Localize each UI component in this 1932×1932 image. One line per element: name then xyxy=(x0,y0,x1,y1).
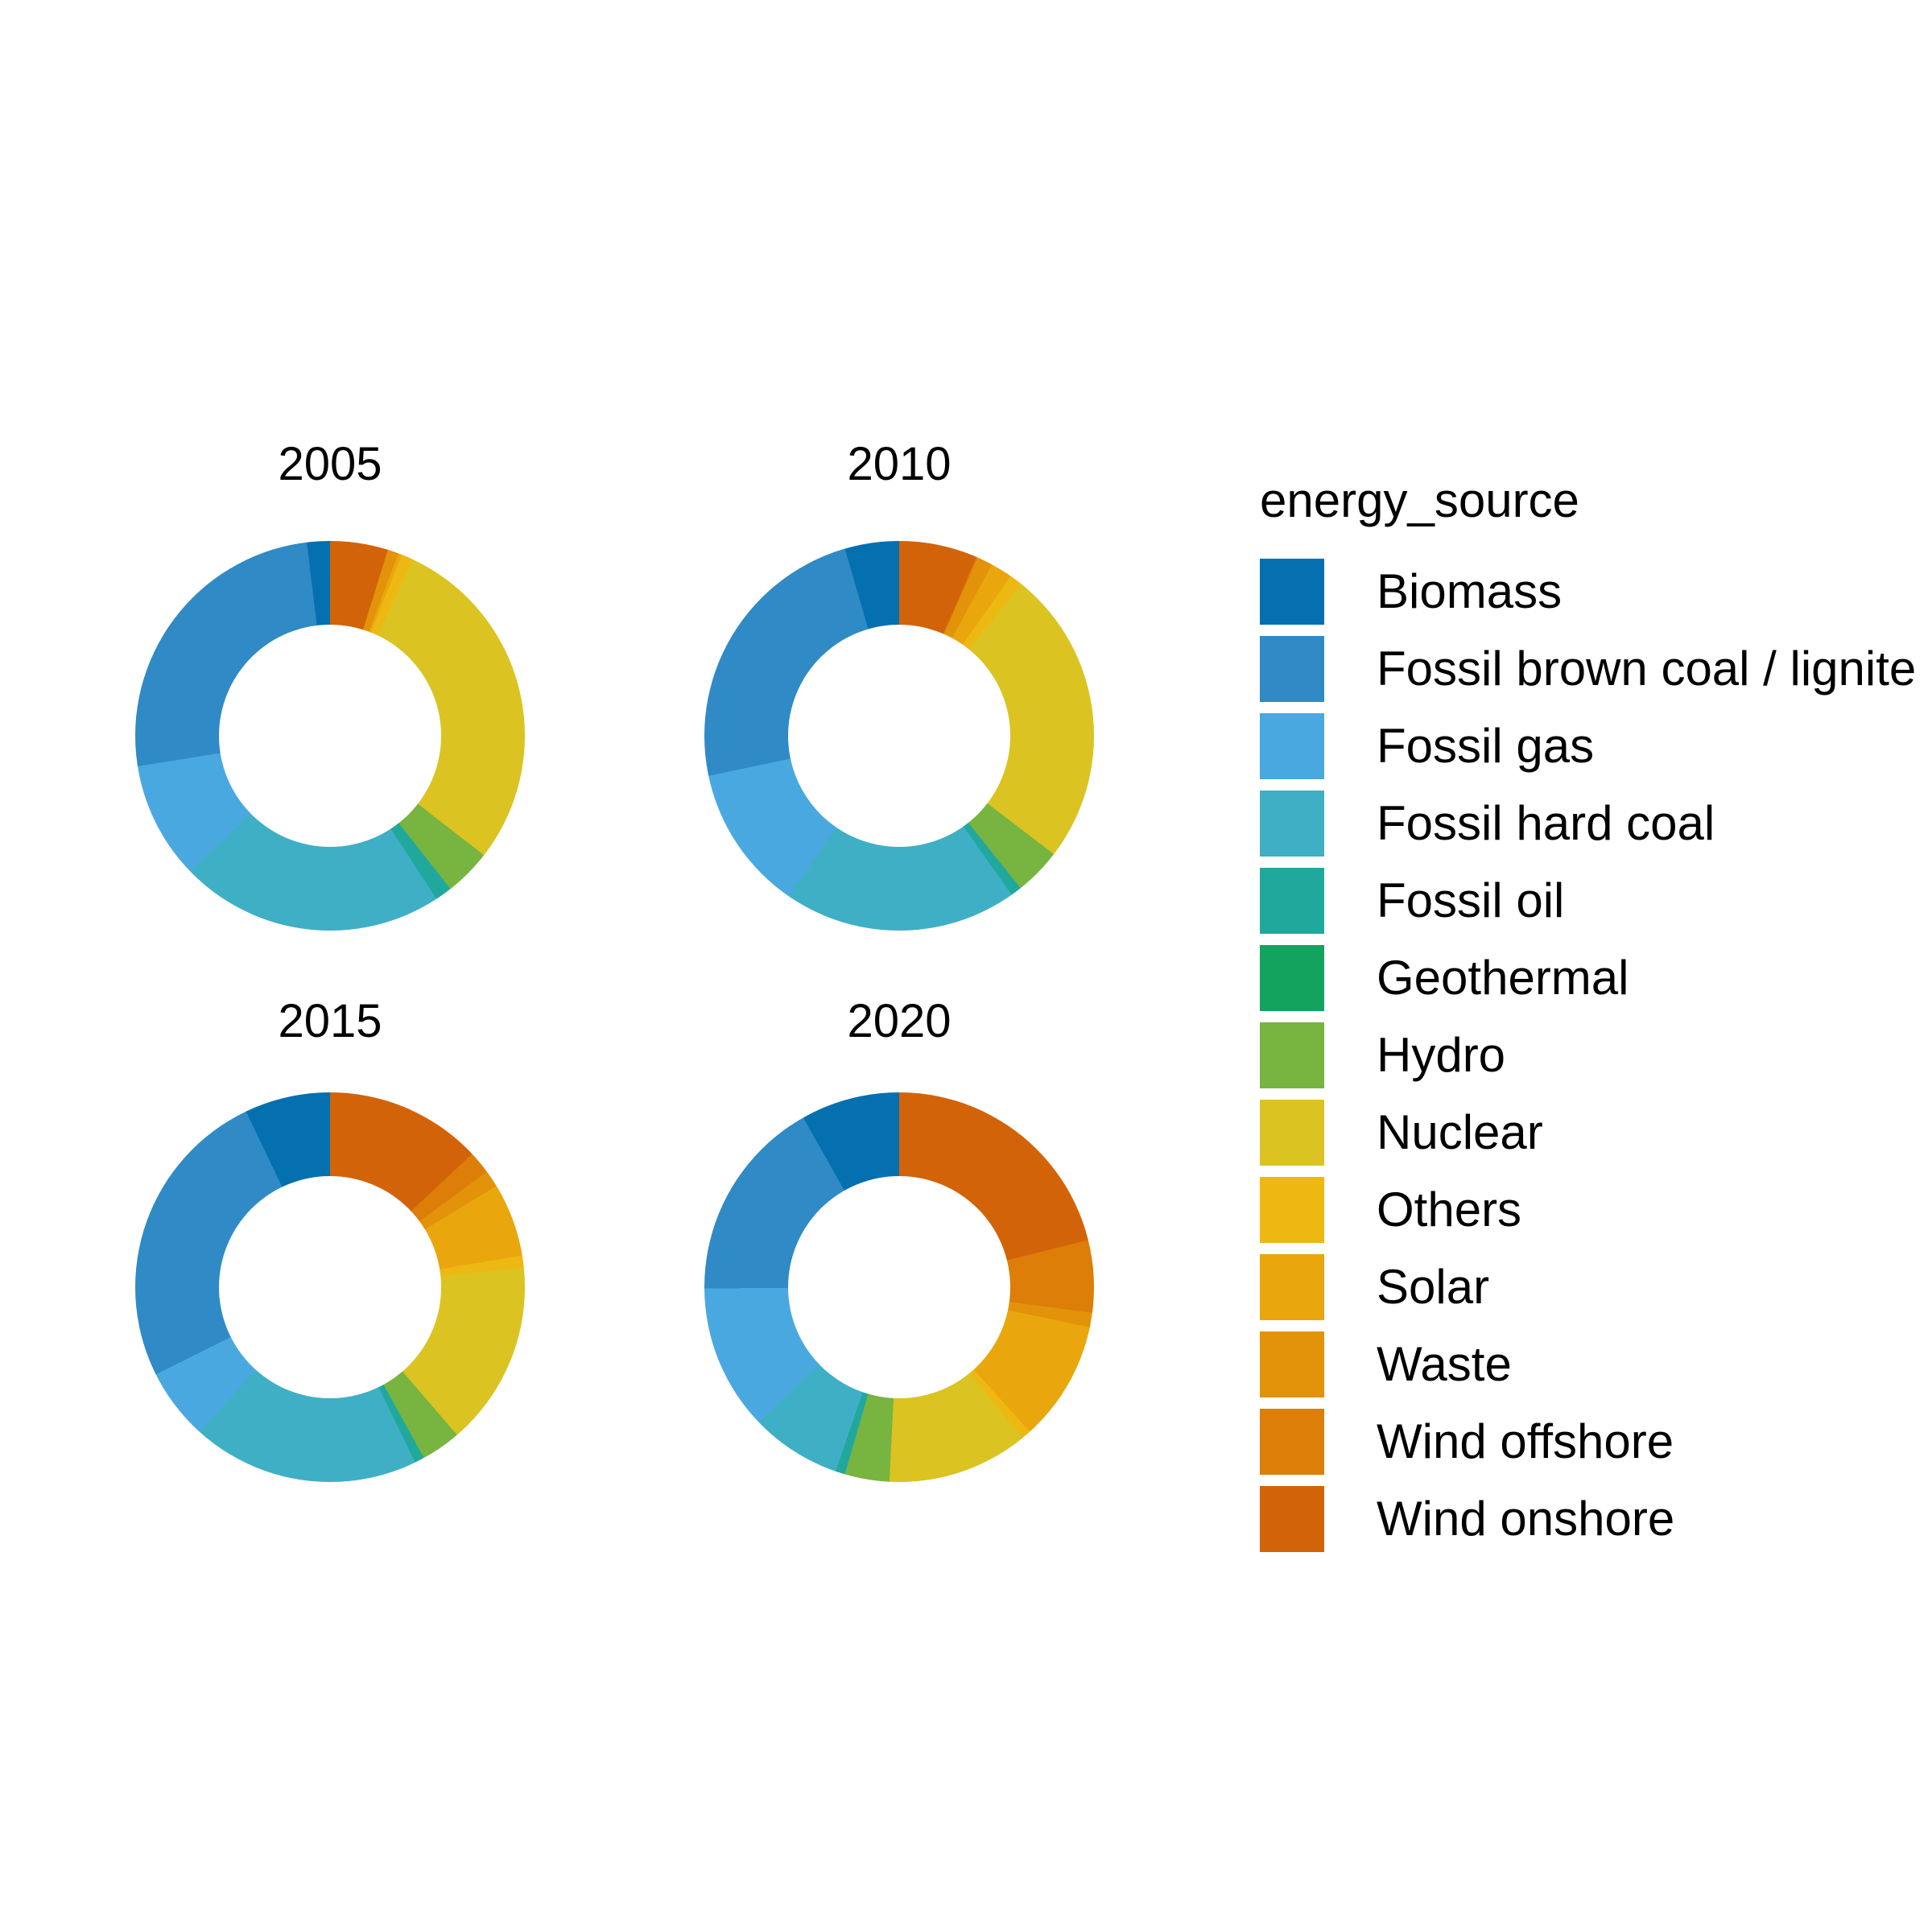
legend-item-label: Geothermal xyxy=(1377,951,1629,1005)
legend-item: Biomass xyxy=(1260,559,1920,625)
donut-hole xyxy=(788,625,1010,847)
legend-title: energy_source xyxy=(1260,473,1579,527)
legend-key-swatch xyxy=(1260,945,1324,1011)
legend-key-swatch xyxy=(1260,1254,1324,1320)
legend-item-label: Hydro xyxy=(1377,1028,1506,1082)
donut-2010 xyxy=(704,541,1094,931)
facet-title-2005: 2005 xyxy=(278,438,382,490)
legend-item: Fossil oil xyxy=(1260,868,1920,934)
legend-item: Fossil hard coal xyxy=(1260,791,1920,857)
legend-item-label: Nuclear xyxy=(1377,1105,1543,1159)
legend-item-label: Fossil hard coal xyxy=(1377,796,1715,850)
legend-item-label: Waste xyxy=(1377,1337,1512,1391)
legend-item: Geothermal xyxy=(1260,945,1920,1011)
legend-key-swatch xyxy=(1260,1177,1324,1243)
donut-hole xyxy=(219,625,441,847)
legend-item: Wind offshore xyxy=(1260,1409,1920,1475)
legend-key-swatch xyxy=(1260,1486,1324,1552)
donut-2015 xyxy=(135,1092,525,1482)
donut-2005 xyxy=(135,541,525,931)
legend-item: Hydro xyxy=(1260,1022,1920,1088)
legend-item-label: Others xyxy=(1377,1183,1522,1236)
legend-item: Solar xyxy=(1260,1254,1920,1320)
legend-key-swatch xyxy=(1260,559,1324,625)
legend-item: Fossil gas xyxy=(1260,713,1920,779)
donut-hole xyxy=(788,1176,1010,1398)
donut-hole xyxy=(219,1176,441,1398)
legend-key-swatch xyxy=(1260,791,1324,857)
legend-item-label: Fossil gas xyxy=(1377,719,1595,773)
facet-title-2015: 2015 xyxy=(278,995,382,1047)
legend-item: Nuclear xyxy=(1260,1100,1920,1166)
legend: energy_source Biomass Fossil brown coal … xyxy=(1260,473,1920,1563)
legend-key-swatch xyxy=(1260,1022,1324,1088)
legend-key-swatch xyxy=(1260,868,1324,934)
legend-item-label: Wind onshore xyxy=(1377,1492,1675,1546)
legend-item: Others xyxy=(1260,1177,1920,1243)
legend-item: Wind onshore xyxy=(1260,1486,1920,1552)
legend-key-swatch xyxy=(1260,1100,1324,1166)
legend-item: Fossil brown coal / lignite xyxy=(1260,636,1920,702)
legend-key-swatch xyxy=(1260,1331,1324,1397)
legend-key-swatch xyxy=(1260,1409,1324,1475)
facet-title-2010: 2010 xyxy=(847,438,952,490)
legend-item-label: Biomass xyxy=(1377,564,1563,618)
legend-key-swatch xyxy=(1260,636,1324,702)
donut-2020 xyxy=(704,1092,1094,1482)
legend-item-label: Wind offshore xyxy=(1377,1414,1674,1468)
facet-title-2020: 2020 xyxy=(847,995,952,1047)
legend-item-label: Solar xyxy=(1377,1260,1490,1314)
legend-item: Waste xyxy=(1260,1331,1920,1397)
legend-key-swatch xyxy=(1260,713,1324,779)
legend-item-label: Fossil brown coal / lignite xyxy=(1377,642,1917,696)
legend-item-label: Fossil oil xyxy=(1377,873,1565,927)
